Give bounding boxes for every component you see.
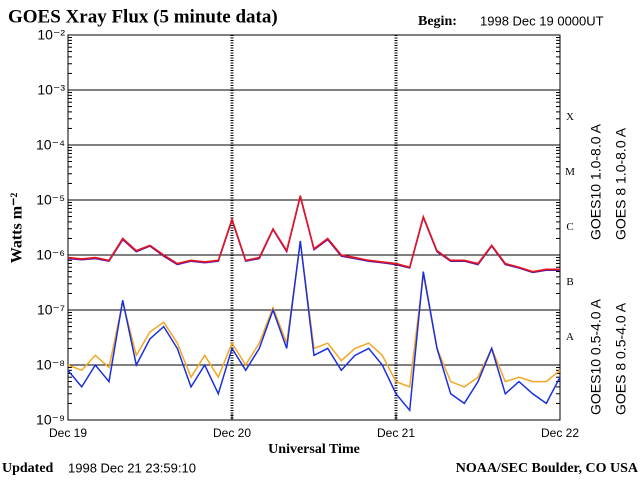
- y-axis-label: Watts m⁻²: [9, 193, 26, 264]
- y-tick-label: 10⁻⁸: [36, 357, 65, 373]
- y-tick-label: 10⁻⁶: [36, 247, 65, 263]
- begin-label: Begin:: [418, 14, 457, 29]
- x-tick-label: Dec 20: [213, 426, 251, 440]
- begin-date: 1998 Dec 19 0000UT: [480, 13, 604, 28]
- series-line: [67, 195, 560, 273]
- flare-class-label: A: [566, 331, 574, 343]
- flare-class-label: B: [566, 276, 573, 288]
- flare-class-label: X: [566, 111, 574, 123]
- series-line: [67, 196, 560, 274]
- legend-entry: GOES10 1.0-8.0 A: [588, 123, 604, 240]
- flare-class-label: M: [565, 166, 575, 178]
- chart-title: GOES Xray Flux (5 minute data): [8, 6, 278, 27]
- legend-entry: GOES10 0.5-4.0 A: [588, 298, 604, 415]
- credit: NOAA/SEC Boulder, CO USA: [456, 461, 639, 476]
- updated-label: Updated: [2, 461, 54, 476]
- y-tick-label: 10⁻³: [37, 82, 65, 98]
- y-tick-label: 10⁻⁹: [36, 412, 65, 428]
- flare-class-label: C: [566, 221, 573, 233]
- y-tick-label: 10⁻⁷: [37, 302, 65, 318]
- y-tick-label: 10⁻⁵: [36, 192, 65, 208]
- series-line: [67, 242, 561, 388]
- legend-entry: GOES 8 0.5-4.0 A: [613, 302, 629, 415]
- updated-date: 1998 Dec 21 23:59:10: [68, 460, 196, 475]
- x-tick-label: Dec 19: [49, 426, 87, 440]
- x-tick-label: Dec 22: [541, 426, 579, 440]
- legend-entry: GOES 8 1.0-8.0 A: [613, 127, 629, 240]
- y-tick-label: 10⁻²: [37, 27, 65, 43]
- x-tick-label: Dec 21: [377, 426, 415, 440]
- y-tick-label: 10⁻⁴: [36, 137, 65, 153]
- plot-frame: [67, 34, 561, 421]
- series-line: [67, 240, 561, 413]
- x-axis-label: Universal Time: [268, 442, 360, 457]
